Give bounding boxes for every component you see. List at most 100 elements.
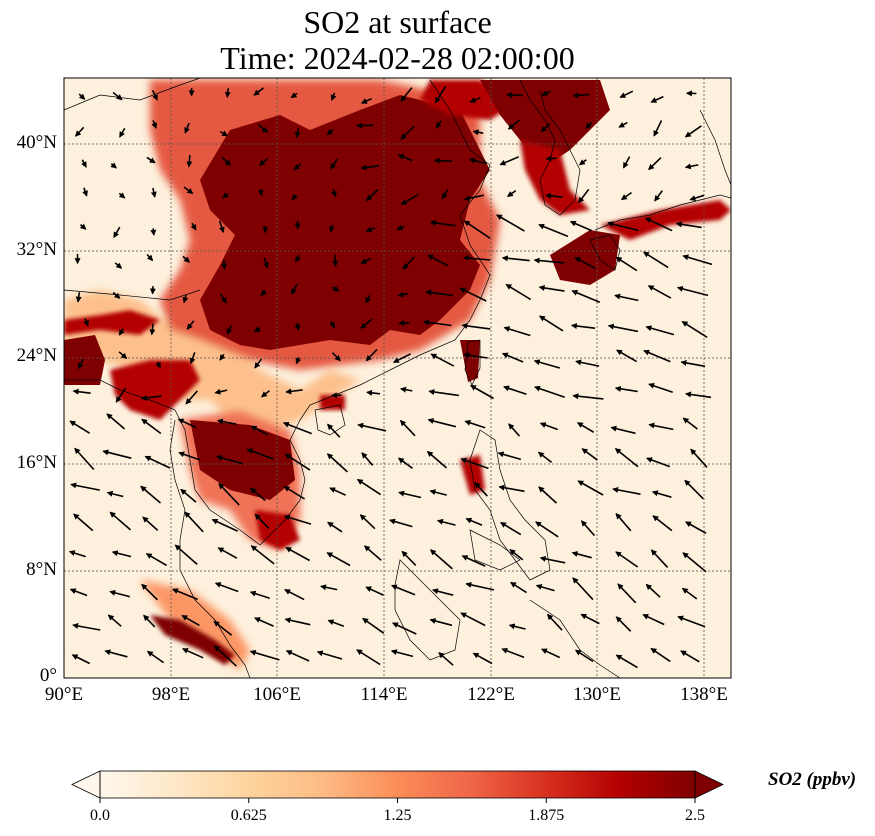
wind-arrow	[73, 513, 94, 532]
wind-arrow	[533, 257, 565, 264]
wind-arrow	[79, 223, 87, 230]
wind-arrow	[652, 515, 673, 532]
wind-arrow	[330, 392, 342, 399]
wind-arrow	[214, 582, 239, 593]
wind-arrow	[682, 417, 698, 430]
wind-arrow	[184, 122, 190, 134]
wind-arrow	[546, 613, 563, 631]
wind-arrow	[398, 320, 410, 327]
wind-arrow	[505, 283, 532, 301]
wind-arrow	[429, 489, 447, 496]
wind-arrow	[501, 255, 530, 262]
wind-arrow	[186, 320, 195, 330]
wind-arrow	[249, 487, 266, 502]
wind-arrow	[465, 581, 495, 591]
wind-arrow	[463, 220, 491, 239]
wind-arrow	[150, 187, 157, 198]
wind-arrow	[222, 192, 229, 199]
wind-arrow	[622, 156, 631, 169]
wind-arrow	[681, 321, 708, 338]
wind-arrow	[572, 577, 594, 601]
lon-tick-label: 98°E	[151, 684, 191, 705]
lon-tick-label: 114°E	[360, 684, 408, 705]
wind-arrow	[143, 614, 156, 628]
wind-arrow	[469, 97, 481, 103]
wind-arrow	[142, 516, 159, 531]
wind-arrow	[535, 521, 559, 538]
wind-arrow	[614, 385, 638, 393]
wind-arrow	[392, 353, 411, 364]
wind-arrow	[459, 287, 487, 302]
wind-arrow	[284, 588, 305, 601]
wind-arrow	[365, 226, 376, 233]
wind-arrow	[332, 285, 340, 292]
wind-arrow	[689, 194, 705, 201]
wind-arrow	[462, 255, 491, 262]
wind-arrow	[285, 650, 310, 662]
wind-arrow	[109, 589, 131, 598]
map-plot-area	[64, 78, 731, 678]
wind-arrow	[189, 352, 196, 365]
lon-tick-label: 138°E	[680, 684, 728, 705]
wind-arrow	[282, 421, 312, 435]
wind-arrow	[574, 649, 594, 663]
map-frame	[63, 77, 732, 679]
wind-arrow	[400, 87, 413, 102]
wind-arrow	[285, 388, 303, 395]
wind-arrow	[362, 617, 385, 634]
wind-arrow	[150, 228, 157, 236]
wind-arrow	[499, 156, 520, 166]
wind-arrow	[146, 650, 165, 664]
wind-arrow	[615, 616, 632, 632]
wind-arrow	[435, 120, 442, 129]
wind-arrow	[263, 257, 269, 269]
lon-tick-label: 106°E	[253, 684, 301, 705]
wind-arrow	[216, 418, 237, 425]
wind-arrow	[612, 486, 641, 495]
wind-arrow	[472, 129, 484, 136]
wind-arrow	[534, 385, 565, 398]
wind-arrow	[472, 652, 493, 665]
wind-arrow	[363, 545, 382, 561]
wind-arrow	[283, 485, 306, 500]
wind-arrow	[397, 154, 413, 162]
wind-arrow	[572, 393, 604, 400]
wind-arrow	[141, 394, 162, 401]
wind-arrow	[400, 193, 419, 206]
wind-arrow	[290, 92, 298, 99]
wind-arrow	[366, 188, 379, 201]
wind-arrow	[190, 222, 197, 231]
wind-arrow	[75, 292, 82, 303]
wind-arrow	[469, 157, 487, 165]
colorbar	[71, 770, 724, 803]
wind-arrow	[503, 385, 527, 396]
wind-arrow	[461, 555, 486, 567]
wind-arrow	[427, 418, 457, 428]
wind-arrow	[326, 453, 348, 473]
wind-arrow	[503, 326, 531, 337]
wind-arrow	[501, 647, 525, 659]
wind-arrow	[217, 547, 238, 559]
wind-arrow	[106, 413, 126, 430]
wind-arrow	[109, 511, 132, 531]
wind-arrow	[253, 326, 261, 333]
wind-arrow	[497, 451, 522, 461]
wind-arrow	[285, 546, 310, 562]
wind-arrow	[676, 285, 709, 297]
wind-arrow	[115, 387, 127, 403]
wind-arrow	[111, 550, 132, 558]
wind-arrow	[680, 650, 700, 663]
wind-arrow	[642, 251, 669, 269]
wind-arrow	[580, 520, 596, 537]
wind-arrow	[360, 318, 373, 329]
wind-arrow	[226, 324, 233, 335]
wind-arrow	[651, 490, 672, 498]
wind-arrow	[539, 422, 558, 431]
wind-arrow	[427, 254, 449, 267]
wind-arrow	[291, 193, 298, 201]
colorbar-tick-label: 2.5	[685, 807, 705, 824]
wind-arrow	[178, 451, 201, 461]
wind-arrow	[391, 622, 417, 635]
wind-arrow	[581, 448, 598, 461]
